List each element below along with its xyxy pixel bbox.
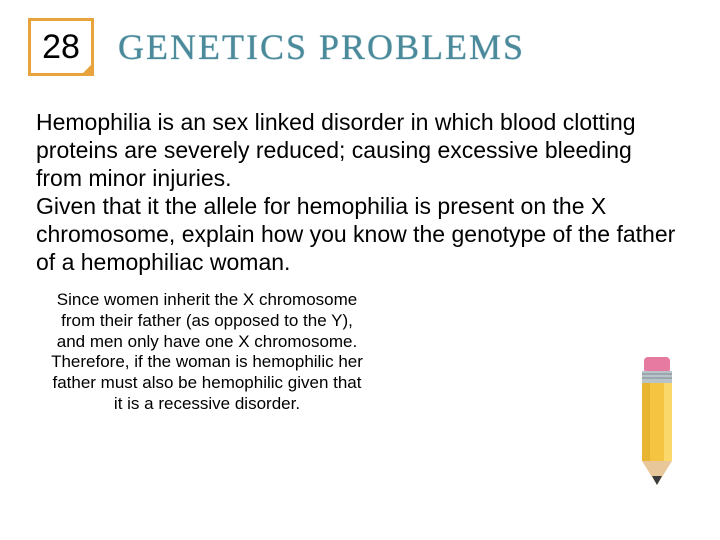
- question-paragraph-1: Hemophilia is an sex linked disorder in …: [36, 108, 684, 192]
- slide-number-text: 28: [42, 28, 80, 67]
- slide-number-badge: 28: [28, 18, 94, 76]
- slide-number: 28: [31, 21, 91, 73]
- question-body: Hemophilia is an sex linked disorder in …: [0, 76, 720, 276]
- header-row: 28 GENETICS PROBLEMS: [0, 0, 720, 76]
- answer-row: Since women inherit the X chromosome fro…: [0, 276, 720, 418]
- pencil-icon: [620, 357, 692, 492]
- answer-text: Since women inherit the X chromosome fro…: [42, 286, 372, 418]
- badge-fold-corner: [82, 64, 92, 74]
- page-title: GENETICS PROBLEMS: [118, 26, 525, 68]
- question-paragraph-2: Given that it the allele for hemophilia …: [36, 192, 684, 276]
